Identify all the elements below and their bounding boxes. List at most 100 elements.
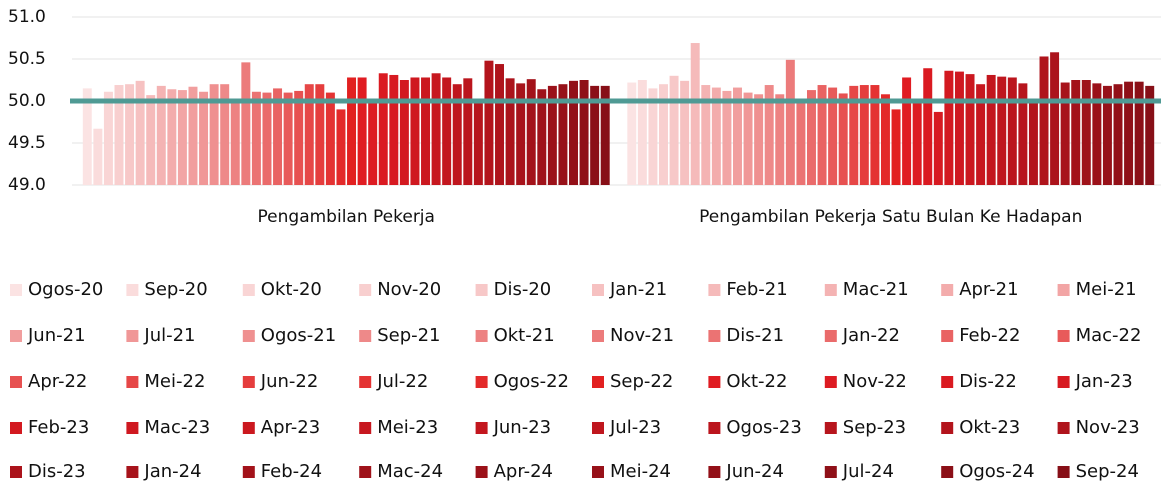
legend-label: Dis-21 — [726, 325, 784, 346]
legend-swatch — [126, 330, 139, 342]
bar — [177, 90, 187, 185]
legend-label: Jul-22 — [376, 371, 428, 392]
bar — [669, 75, 679, 185]
legend-label: Ogos-22 — [494, 371, 569, 392]
x-tick-label: Pengambilan Pekerja Satu Bulan Ke Hadapa… — [699, 207, 1082, 227]
bar — [933, 111, 943, 185]
bar — [637, 80, 647, 185]
bar — [1081, 80, 1091, 185]
bar — [627, 82, 637, 185]
bar — [188, 86, 198, 185]
legend-label: Nov-21 — [610, 325, 674, 346]
legend-label: Sep-23 — [843, 417, 906, 438]
legend-swatch — [824, 376, 837, 388]
legend-swatch — [126, 376, 139, 388]
legend-swatch — [941, 422, 954, 434]
bar — [167, 89, 177, 185]
legend-swatch — [824, 422, 837, 434]
bar — [912, 101, 922, 185]
bar — [806, 90, 816, 185]
bar — [680, 80, 690, 185]
bar — [891, 109, 901, 185]
legend-swatch — [1057, 330, 1070, 342]
bar — [690, 43, 700, 185]
legend-label: Apr-24 — [494, 461, 553, 482]
legend-swatch — [1057, 376, 1070, 388]
legend-label: Sep-24 — [1076, 461, 1139, 482]
bar — [923, 68, 933, 185]
bar — [1113, 84, 1123, 185]
legend-label: Feb-24 — [261, 461, 322, 482]
legend-swatch — [242, 376, 255, 388]
bar — [976, 84, 986, 185]
legend-swatch — [708, 376, 721, 388]
legend-swatch — [10, 466, 22, 478]
bar — [817, 85, 827, 185]
bar — [1050, 52, 1060, 185]
bar — [743, 92, 753, 185]
legend-label: Nov-22 — [843, 371, 907, 392]
legend-swatch — [475, 376, 488, 388]
bar — [378, 73, 388, 185]
bar — [954, 71, 964, 185]
legend-swatch — [824, 466, 837, 478]
bar — [733, 87, 742, 185]
bar — [452, 84, 462, 185]
legend-swatch — [126, 466, 139, 478]
legend-swatch — [475, 422, 488, 434]
bar — [368, 101, 378, 185]
legend-swatch — [475, 284, 488, 296]
legend-label: Jun-21 — [27, 325, 86, 346]
bar — [1145, 85, 1155, 185]
bar — [357, 77, 367, 185]
legend-swatch — [824, 330, 837, 342]
legend-swatch — [592, 376, 604, 388]
bar — [241, 62, 251, 185]
legend-swatch — [941, 376, 954, 388]
bar — [590, 85, 600, 185]
legend-swatch — [941, 330, 954, 342]
x-tick-label: Pengambilan Pekerja — [258, 207, 435, 227]
y-tick-label: 50.5 — [8, 49, 46, 69]
legend-swatch — [359, 466, 372, 478]
legend-swatch — [941, 466, 954, 478]
bar — [1060, 82, 1070, 185]
legend-label: Mei-22 — [144, 371, 205, 392]
bar — [304, 84, 314, 185]
bar — [315, 84, 325, 185]
legend-label: Dis-22 — [959, 371, 1017, 392]
bar — [114, 85, 124, 185]
legend-label: Jul-23 — [609, 417, 661, 438]
legend-swatch — [359, 330, 372, 342]
bar — [1039, 56, 1049, 186]
bar — [1124, 81, 1134, 185]
bar — [600, 85, 610, 185]
bar — [199, 91, 209, 185]
legend-swatch — [10, 422, 22, 434]
bar — [711, 87, 721, 185]
bar — [484, 60, 494, 185]
legend-label: Ogos-24 — [959, 461, 1034, 482]
legend-swatch — [1057, 284, 1070, 296]
bar — [785, 59, 795, 186]
legend-label: Okt-23 — [959, 417, 1020, 438]
bar — [569, 80, 578, 185]
bar — [516, 83, 526, 185]
bar — [125, 84, 135, 185]
legend-swatch — [592, 422, 604, 434]
bar — [283, 92, 293, 185]
legend-label: Apr-22 — [28, 371, 87, 392]
bar — [442, 77, 452, 185]
legend-swatch — [592, 466, 604, 478]
legend-label: Ogos-23 — [726, 417, 801, 438]
legend-swatch — [1057, 422, 1070, 434]
bar — [1092, 83, 1102, 185]
legend-label: Nov-23 — [1076, 417, 1140, 438]
legend-label: Okt-20 — [261, 279, 322, 300]
bar — [251, 91, 261, 185]
legend-label: Dis-20 — [494, 279, 552, 300]
legend-swatch — [242, 422, 255, 434]
bar — [421, 77, 431, 185]
bar — [273, 88, 283, 185]
y-tick-label: 49.0 — [8, 175, 46, 195]
